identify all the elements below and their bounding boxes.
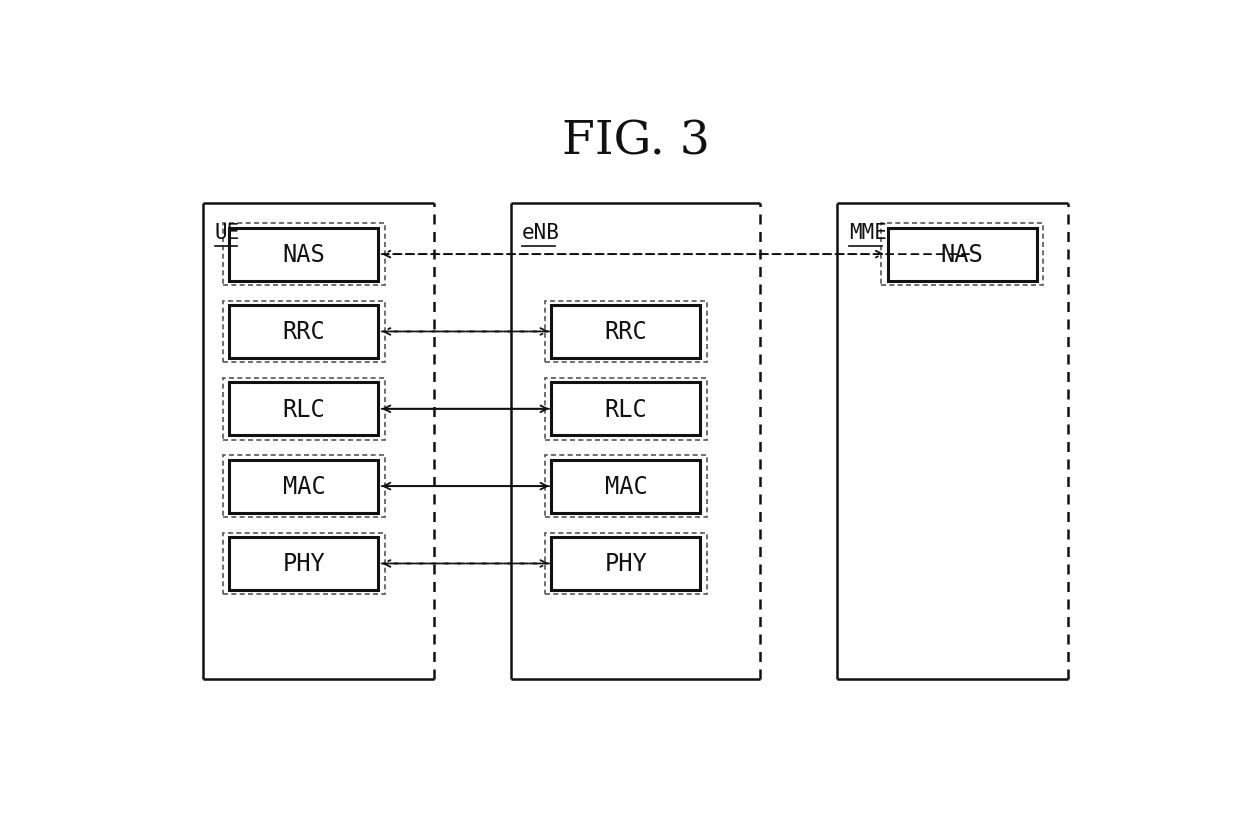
Text: MAC: MAC [283, 475, 325, 498]
FancyBboxPatch shape [223, 379, 386, 441]
Bar [888, 228, 1037, 281]
Bar [552, 383, 701, 436]
Bar [229, 306, 378, 359]
Bar [229, 460, 378, 513]
Text: PHY: PHY [283, 552, 325, 576]
FancyBboxPatch shape [544, 456, 707, 517]
FancyBboxPatch shape [544, 533, 707, 594]
Text: NAS: NAS [283, 242, 325, 267]
FancyBboxPatch shape [223, 301, 386, 363]
FancyBboxPatch shape [544, 301, 707, 363]
Text: UE: UE [215, 222, 239, 242]
Text: RRC: RRC [605, 320, 647, 344]
Text: MME: MME [849, 222, 887, 242]
Text: RLC: RLC [605, 397, 647, 421]
Text: PHY: PHY [605, 552, 647, 576]
Text: NAS: NAS [941, 242, 983, 267]
Text: RRC: RRC [283, 320, 325, 344]
FancyBboxPatch shape [544, 379, 707, 441]
Text: RLC: RLC [283, 397, 325, 421]
Bar [229, 538, 378, 590]
FancyBboxPatch shape [882, 224, 1043, 286]
Bar [552, 538, 701, 590]
FancyBboxPatch shape [223, 456, 386, 517]
Bar [229, 228, 378, 281]
Text: eNB: eNB [522, 222, 560, 242]
FancyBboxPatch shape [223, 533, 386, 594]
Text: MAC: MAC [605, 475, 647, 498]
Bar [552, 306, 701, 359]
FancyBboxPatch shape [223, 224, 386, 286]
Text: FIG. 3: FIG. 3 [562, 120, 709, 165]
Bar [552, 460, 701, 513]
Bar [229, 383, 378, 436]
